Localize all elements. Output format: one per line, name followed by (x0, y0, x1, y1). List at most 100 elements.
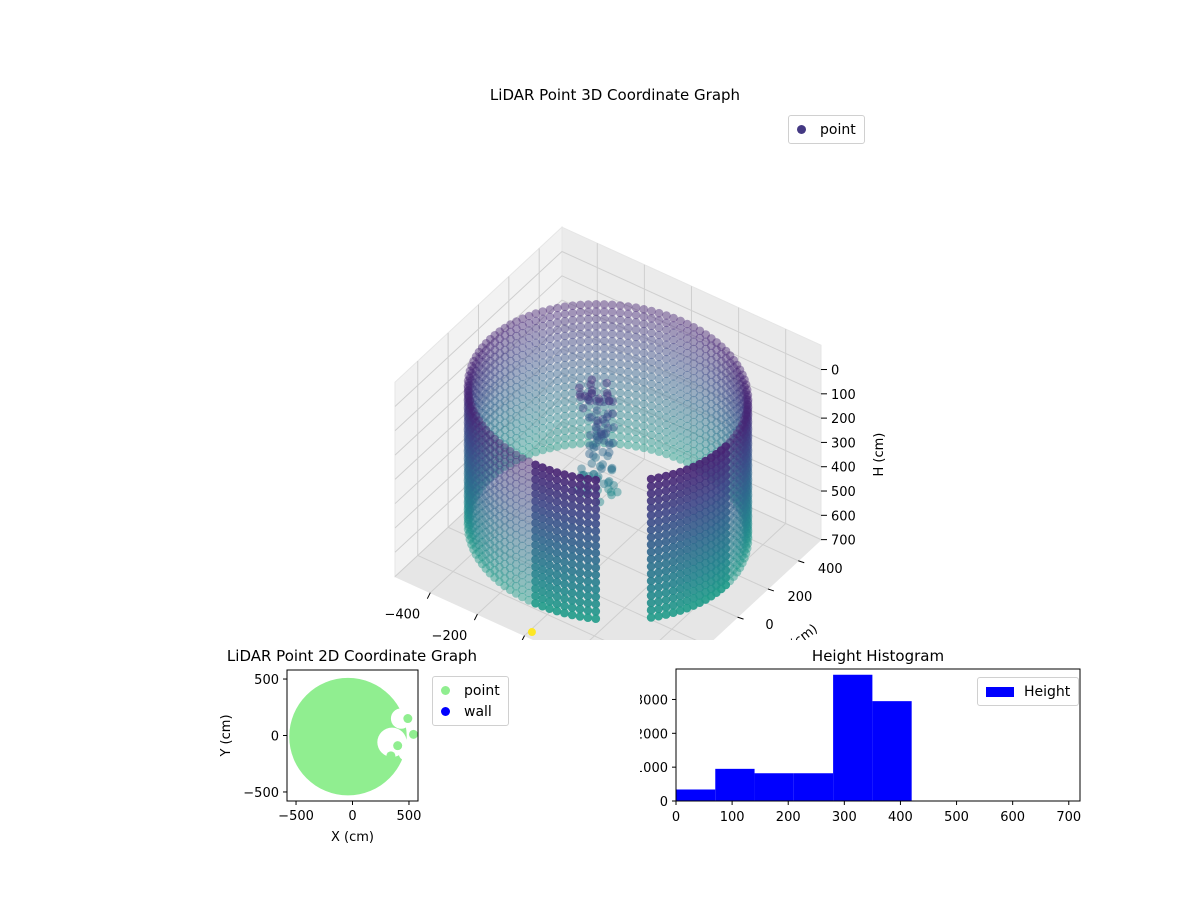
x-tick-label: 0 (348, 809, 356, 824)
y-axis-label: Y (cm) (777, 622, 820, 640)
x-tick (474, 614, 477, 620)
histogram-chart: 01002003004005006007000100020003000 (640, 660, 1160, 860)
point-marker (568, 611, 577, 620)
point-marker (597, 464, 606, 473)
point-marker (597, 428, 606, 437)
point-marker (403, 714, 412, 723)
histogram-bars (676, 675, 912, 801)
point-marker (585, 450, 594, 459)
x-tick-label: −400 (384, 608, 420, 623)
point-marker (579, 404, 588, 413)
point-marker (605, 397, 614, 406)
point-marker (576, 439, 585, 448)
legend-height-swatch (986, 687, 1014, 697)
legend-height-label: Height (1024, 684, 1070, 700)
point-marker (409, 730, 418, 739)
point-marker (545, 604, 554, 613)
x-tick-label: −200 (432, 629, 468, 640)
z-tick-label: 700 (831, 534, 856, 549)
point-marker (568, 440, 577, 449)
legend-point-label: point (464, 683, 500, 699)
z-axis-label: H (cm) (872, 433, 887, 477)
y-axis-label: Y (cm) (219, 714, 234, 757)
chart-2d: −500 0 500 −500 0 500 X (cm) Y (cm) (200, 660, 620, 870)
y-tick-label: 3000 (640, 693, 668, 708)
legend-wall-label: wall (464, 704, 492, 720)
point-marker (607, 465, 616, 474)
legend-point-marker (441, 686, 450, 695)
point-marker (576, 393, 585, 402)
z-tick-label: 400 (831, 461, 856, 476)
x-tick-label: 700 (1056, 810, 1081, 825)
point-marker (607, 491, 616, 500)
point-marker (602, 379, 611, 388)
x-tick-label: −500 (278, 809, 314, 824)
point-marker (603, 389, 612, 398)
scatter-points-2d (289, 678, 418, 795)
x-tick (427, 593, 430, 599)
point-marker (593, 416, 602, 425)
chart-3d: −400−2000200400X (cm)−400−2000200400Y (c… (0, 0, 1200, 640)
point-marker (654, 612, 663, 621)
point-marker (595, 394, 604, 403)
histogram-bar (833, 675, 872, 801)
y-tick-label: 0 (660, 795, 668, 810)
point-marker (584, 613, 593, 622)
histogram-bar (676, 789, 715, 801)
x-tick-label: 500 (944, 810, 969, 825)
y-tick (798, 561, 804, 563)
z-tick-label: 0 (831, 364, 839, 379)
point-marker (584, 393, 593, 402)
point-marker (647, 613, 656, 622)
chart-2d-legend: point wall (432, 676, 509, 726)
z-tick-label: 500 (831, 485, 856, 500)
point-marker (393, 741, 402, 750)
point-marker (624, 441, 633, 450)
point-marker (605, 438, 614, 447)
point-marker (576, 612, 585, 621)
point-marker (632, 442, 641, 451)
y-tick-label: 0 (765, 618, 773, 633)
x-axis-label: X (cm) (331, 830, 374, 845)
y-tick-label: 500 (254, 673, 279, 688)
point-marker (588, 459, 597, 468)
z-tick-label: 200 (831, 412, 856, 427)
x-tick-label: 500 (397, 809, 422, 824)
point-marker (608, 409, 617, 418)
z-tick-label: 300 (831, 436, 856, 451)
y-tick-label: 400 (818, 562, 843, 577)
point-marker (585, 413, 594, 422)
z-tick-label: 600 (831, 509, 856, 524)
y-tick (768, 589, 774, 591)
point-marker (553, 442, 562, 451)
x-tick-label: 300 (832, 810, 857, 825)
histogram-legend: Height (977, 677, 1079, 706)
histogram-bar (794, 773, 833, 801)
point-marker (592, 614, 601, 623)
x-tick (522, 636, 525, 640)
y-tick (738, 617, 744, 619)
y-tick-label: 2000 (640, 727, 668, 742)
point-marker (528, 628, 536, 636)
point-marker (655, 447, 664, 456)
point-marker (640, 444, 649, 453)
point-marker (669, 608, 678, 617)
point-marker (577, 464, 586, 473)
x-tick-label: 600 (1000, 810, 1025, 825)
point-marker (575, 384, 584, 393)
x-tick-label: 0 (672, 810, 680, 825)
point-marker (561, 441, 570, 450)
y-tick-label: 200 (787, 590, 812, 605)
point-marker (600, 480, 609, 489)
histogram-bar (715, 769, 754, 801)
point-marker (605, 448, 614, 457)
point-marker (386, 751, 395, 760)
point-marker (560, 609, 569, 618)
y-tick-label: −500 (243, 786, 279, 801)
legend-wall-marker (441, 707, 450, 716)
histogram-bar (755, 773, 794, 801)
point-marker (546, 444, 555, 453)
point-marker (662, 610, 671, 619)
y-tick-label: 0 (271, 730, 279, 745)
histogram-bar (872, 701, 911, 801)
